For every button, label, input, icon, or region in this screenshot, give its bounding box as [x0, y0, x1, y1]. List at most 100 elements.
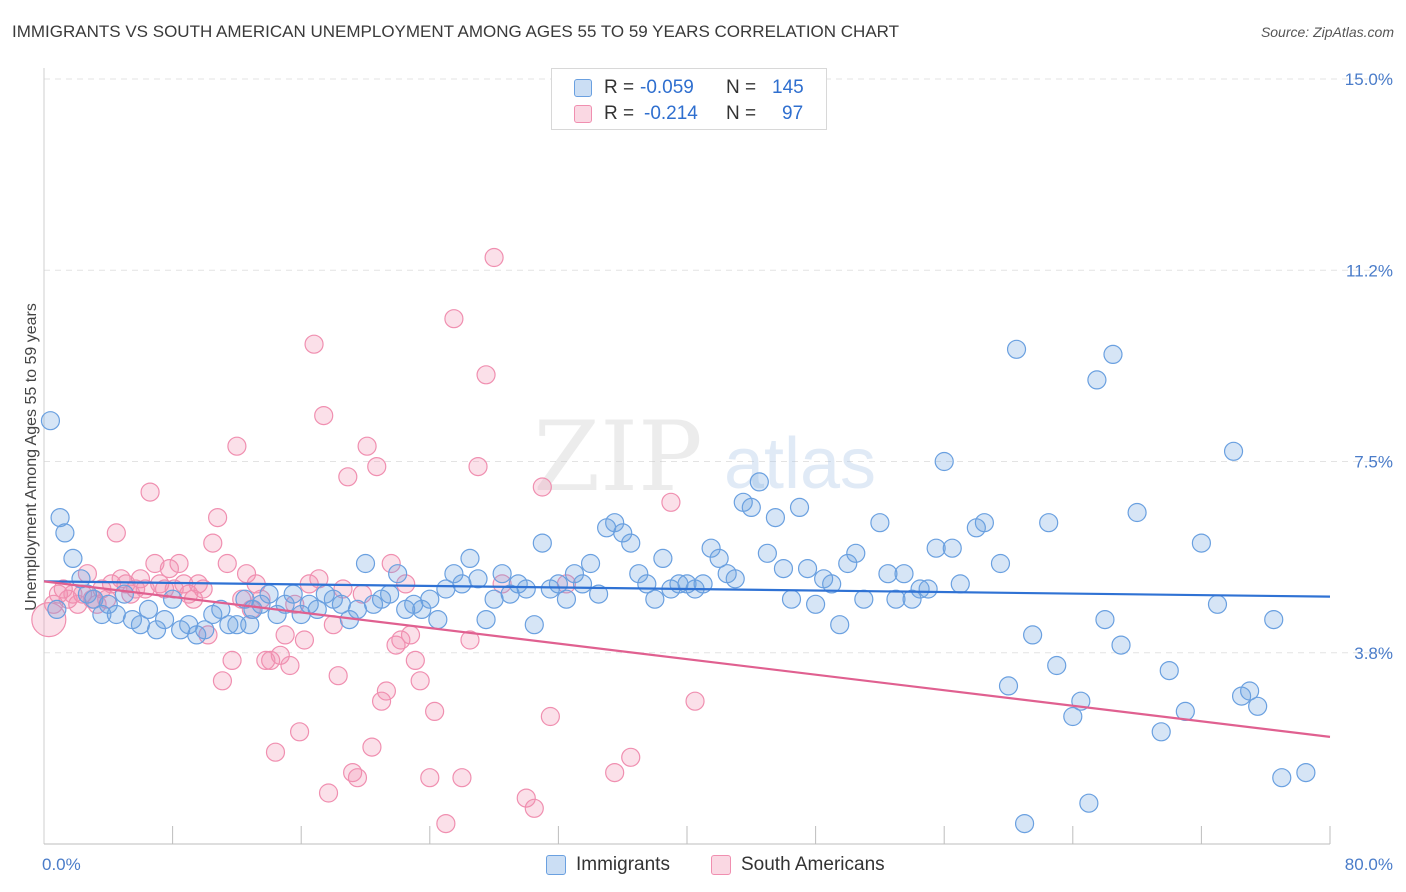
immigrants-point: [516, 579, 536, 599]
immigrants-point: [773, 558, 794, 579]
immigrants-point: [444, 564, 464, 584]
south-americans-point: [540, 706, 560, 727]
south-americans-point: [256, 650, 276, 671]
immigrants-point: [1006, 339, 1027, 359]
legend-item-south-americans[interactable]: South Americans: [711, 854, 885, 876]
immigrants-legend-swatch: [546, 855, 566, 875]
immigrants-point: [621, 533, 641, 553]
south-americans-point: [661, 492, 681, 512]
immigrants-point: [1159, 660, 1179, 681]
y-tick-label: 15.0%: [1345, 70, 1393, 89]
immigrants-point: [1023, 625, 1043, 645]
south-americans-point: [314, 406, 334, 426]
source-label: Source: ZipAtlas.com: [1260, 24, 1394, 40]
south-americans-point: [391, 630, 411, 650]
south-americans-point: [140, 482, 160, 502]
r-value: -0.059: [640, 77, 694, 98]
x-tick-label: 0.0%: [42, 855, 81, 874]
immigrants-point: [420, 589, 440, 609]
south-americans-point: [106, 523, 126, 543]
immigrants-point: [918, 579, 938, 599]
south-americans-point: [338, 467, 358, 487]
south-americans-point: [468, 457, 488, 477]
immigrants-point: [1095, 609, 1115, 630]
immigrants-point: [998, 676, 1019, 696]
south-americans-point: [405, 650, 425, 671]
immigrants-point: [757, 543, 777, 563]
immigrants-point: [605, 513, 625, 533]
south-americans-point: [222, 650, 242, 671]
immigrants-point: [580, 553, 601, 574]
south-americans-point: [304, 334, 324, 354]
south-americans-point: [294, 630, 315, 650]
south-americans-point: [444, 309, 464, 329]
south-americans-point: [524, 798, 544, 818]
south-americans-point: [347, 768, 368, 788]
immigrants-point: [588, 584, 609, 604]
immigrants-point: [47, 599, 67, 620]
immigrants-point: [629, 564, 649, 584]
immigrants-point: [92, 604, 112, 625]
south-americans-trend-line: [43, 580, 1331, 738]
south-americans-point: [87, 594, 107, 614]
n-label: N =: [726, 103, 757, 124]
immigrants-point: [468, 569, 488, 589]
immigrants-point: [388, 564, 408, 584]
immigrants-point: [870, 513, 890, 533]
immigrants-trend-line: [43, 580, 1331, 598]
immigrants-point: [709, 548, 729, 569]
immigrants-point: [1248, 696, 1268, 716]
immigrants-point: [1240, 681, 1260, 701]
n-value: 97: [782, 103, 804, 124]
immigrants-point: [50, 507, 70, 528]
legend-item-immigrants[interactable]: Immigrants: [546, 854, 670, 876]
south-americans-point: [328, 666, 348, 686]
immigrants-point: [1014, 813, 1035, 834]
south-americans-point: [227, 436, 247, 456]
immigrants-point: [854, 589, 874, 609]
south-americans-point: [116, 574, 136, 594]
south-americans-point: [420, 768, 440, 788]
south-americans-point: [208, 507, 228, 528]
immigrants-point: [195, 620, 215, 640]
immigrants-point: [1151, 722, 1171, 742]
y-tick-label: 7.5%: [1354, 453, 1393, 472]
gridlines: [44, 78, 1394, 654]
immigrants-point: [974, 513, 994, 533]
immigrants-point: [1087, 370, 1107, 390]
immigrants-point: [1223, 441, 1244, 461]
south-americans-legend-swatch: [711, 855, 731, 875]
south-americans-point: [484, 247, 504, 268]
immigrants-point: [765, 507, 786, 528]
y-tick-label: 3.8%: [1354, 644, 1393, 663]
south-americans-point: [193, 579, 213, 599]
x-tick-label: 80.0%: [1345, 855, 1393, 874]
immigrants-point: [240, 615, 260, 635]
immigrants-point: [564, 564, 585, 584]
south-americans-point: [318, 783, 339, 803]
south-americans-point: [400, 625, 421, 645]
immigrants-point: [741, 497, 761, 517]
immigrants-point: [926, 538, 946, 558]
immigrants-point: [55, 523, 75, 543]
immigrants-point: [1264, 609, 1284, 630]
immigrants-point: [1111, 635, 1131, 655]
immigrants-point: [725, 569, 745, 589]
south-americans-point: [261, 650, 281, 671]
immigrants-point: [460, 548, 480, 569]
south-americans-point: [605, 762, 625, 783]
stats-row-immigrants: R = -0.059 N = 145: [574, 76, 804, 100]
immigrants-point: [1207, 594, 1228, 614]
south-americans-point: [532, 477, 552, 497]
immigrants-point: [894, 564, 914, 584]
immigrants-point: [1079, 793, 1099, 813]
immigrants-point: [283, 584, 303, 604]
watermark-atlas: atlas: [724, 424, 876, 504]
immigrants-point: [476, 609, 496, 630]
south-americans-point: [425, 701, 445, 722]
axis-labels: 3.8% 7.5% 11.2% 15.0% 0.0% 80.0% Unemployment …: [23, 70, 1393, 874]
immigrants-point: [572, 574, 593, 594]
immigrants-point: [805, 594, 826, 614]
immigrants-point: [106, 604, 126, 625]
